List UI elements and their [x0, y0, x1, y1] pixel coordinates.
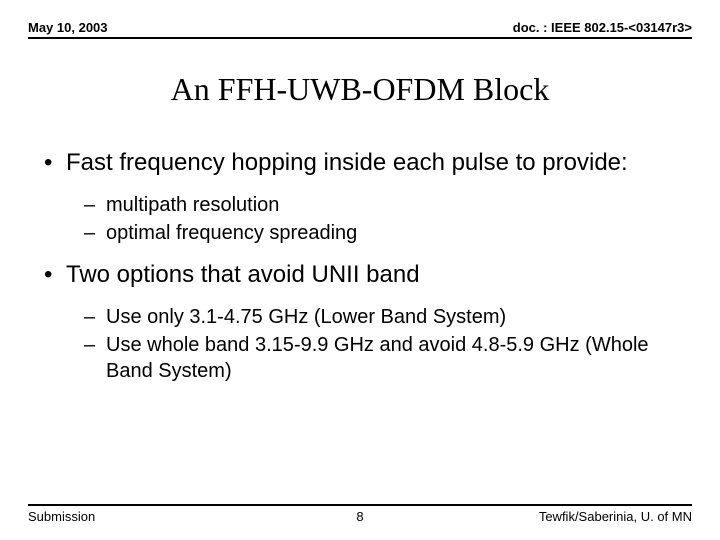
footer-author: Tewfik/Saberinia, U. of MN: [539, 509, 692, 524]
footer-left: Submission: [28, 509, 95, 524]
header-doc-id: doc. : IEEE 802.15-<03147r3>: [513, 20, 692, 35]
bullet-item: Fast frequency hopping inside each pulse…: [38, 148, 682, 246]
header-date: May 10, 2003: [28, 20, 108, 35]
bullet-text: Two options that avoid UNII band: [66, 261, 420, 288]
header-rule: [28, 37, 692, 39]
footer-rule: [28, 504, 692, 506]
slide-title: An FFH-UWB-OFDM Block: [28, 71, 692, 108]
bullet-text: Fast frequency hopping inside each pulse…: [66, 149, 628, 176]
sub-bullet-item: optimal frequency spreading: [84, 220, 682, 246]
slide-content: Fast frequency hopping inside each pulse…: [28, 148, 692, 384]
slide-footer: Submission 8 Tewfik/Saberinia, U. of MN: [28, 504, 692, 524]
slide-header: May 10, 2003 doc. : IEEE 802.15-<03147r3…: [28, 20, 692, 35]
bullet-item: Two options that avoid UNII band Use onl…: [38, 260, 682, 384]
sub-bullet-item: Use only 3.1-4.75 GHz (Lower Band System…: [84, 304, 682, 330]
sub-bullet-item: multipath resolution: [84, 192, 682, 218]
sub-bullet-item: Use whole band 3.15-9.9 GHz and avoid 4.…: [84, 332, 682, 384]
